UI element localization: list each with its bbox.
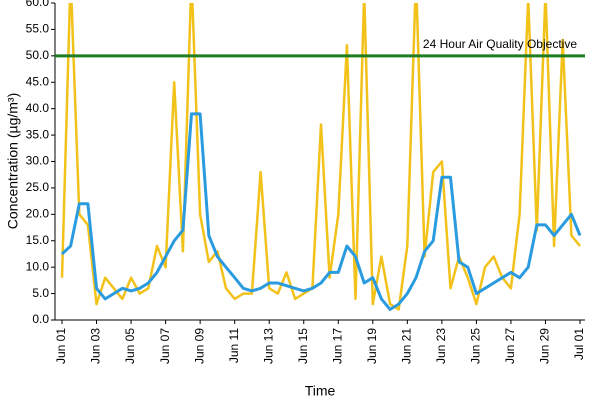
x-tick-label: Jul 01 [572, 328, 586, 360]
x-tick-label: Jun 27 [503, 328, 517, 364]
threshold-label: 24 Hour Air Quality Objective [423, 37, 577, 51]
x-tick-label: Jun 13 [261, 328, 275, 364]
x-tick-label: Jun 21 [400, 328, 414, 364]
y-tick-label: 50.0 [26, 48, 50, 62]
x-tick-label: Jun 07 [158, 328, 172, 364]
y-tick-label: 55.0 [26, 22, 50, 36]
y-tick-label: 40.0 [26, 101, 50, 115]
x-axis-label: Time [305, 383, 336, 399]
x-tick-label: Jun 05 [123, 328, 137, 364]
x-tick-label: Jun 01 [54, 328, 68, 364]
y-tick-label: 10.0 [26, 259, 50, 273]
series-line [60, 3, 581, 311]
x-tick-label: Jun 23 [434, 328, 448, 364]
x-tick-label: Jun 25 [469, 328, 483, 364]
y-tick-label: 30.0 [26, 154, 50, 168]
plot-area [60, 3, 582, 311]
y-tick-label: 15.0 [26, 233, 50, 247]
x-tick-label: Jun 15 [296, 328, 310, 364]
x-tick-label: Jun 03 [89, 328, 103, 364]
y-tick-label: 20.0 [26, 207, 50, 221]
x-tick-label: Jun 29 [538, 328, 552, 364]
x-tick-label: Jun 09 [192, 328, 206, 364]
y-tick-label: 35.0 [26, 127, 50, 141]
y-tick-label: 60.0 [26, 0, 50, 9]
x-tick-label: Jun 11 [227, 328, 241, 363]
x-tick-label: Jun 17 [330, 328, 344, 364]
series-line [60, 112, 582, 311]
y-tick-label: 25.0 [26, 180, 50, 194]
y-tick-label: 0.0 [32, 312, 49, 326]
y-tick-label: 5.0 [32, 286, 49, 300]
x-tick-label: Jun 19 [365, 328, 379, 364]
y-tick-label: 45.0 [26, 74, 50, 88]
y-axis-label: Concentration (µg/m³) [5, 93, 21, 229]
